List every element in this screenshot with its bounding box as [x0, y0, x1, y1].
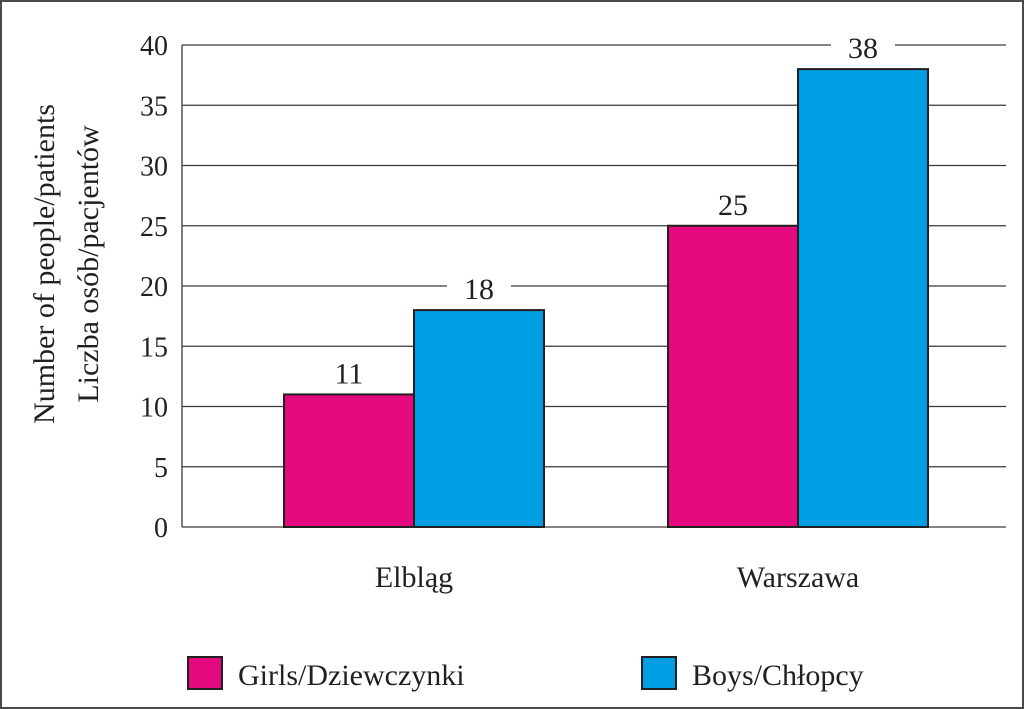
- legend: Girls/Dziewczynki Boys/Chłopcy: [187, 656, 864, 692]
- y-axis-title-line-1: Number of people/patients: [28, 104, 61, 424]
- y-tick-label: 35: [140, 91, 168, 122]
- data-labels: 11 18 25 38: [317, 31, 895, 390]
- bar-boys-0: [413, 309, 545, 528]
- legend-label-boys: Boys/Chłopcy: [692, 659, 864, 692]
- y-tick-label: 20: [140, 272, 168, 303]
- data-label: 11: [335, 357, 364, 390]
- data-label: 38: [848, 32, 878, 65]
- legend-swatch-girls: [187, 656, 223, 690]
- y-axis-title-line-2: Liczba osób/pacjentów: [72, 125, 105, 403]
- bars: [283, 68, 929, 529]
- bar-girls-1: [667, 224, 799, 528]
- bar-boys-1: [797, 68, 929, 528]
- data-label-background: [831, 31, 895, 64]
- y-tick-label: 25: [140, 212, 168, 243]
- y-tick-label: 10: [140, 393, 168, 424]
- data-label: 25: [718, 189, 748, 222]
- data-label-background: [701, 187, 765, 220]
- bar-girls-0: [283, 393, 415, 529]
- data-label: 18: [464, 273, 494, 306]
- y-tick-label: 0: [154, 513, 168, 544]
- axes: Number of people/patients Liczba osób/pa…: [28, 31, 859, 594]
- data-label-background: [317, 356, 381, 389]
- y-tick-label: 40: [140, 31, 168, 62]
- y-tick-label: 15: [140, 332, 168, 363]
- data-label-background: [447, 272, 511, 305]
- x-category-label: Warszawa: [737, 561, 860, 594]
- y-tick-label: 30: [140, 152, 168, 183]
- legend-label-girls: Girls/Dziewczynki: [238, 659, 465, 692]
- x-category-label: Elbląg: [375, 561, 453, 594]
- legend-swatch-boys: [641, 656, 677, 690]
- y-tick-label: 5: [154, 453, 168, 484]
